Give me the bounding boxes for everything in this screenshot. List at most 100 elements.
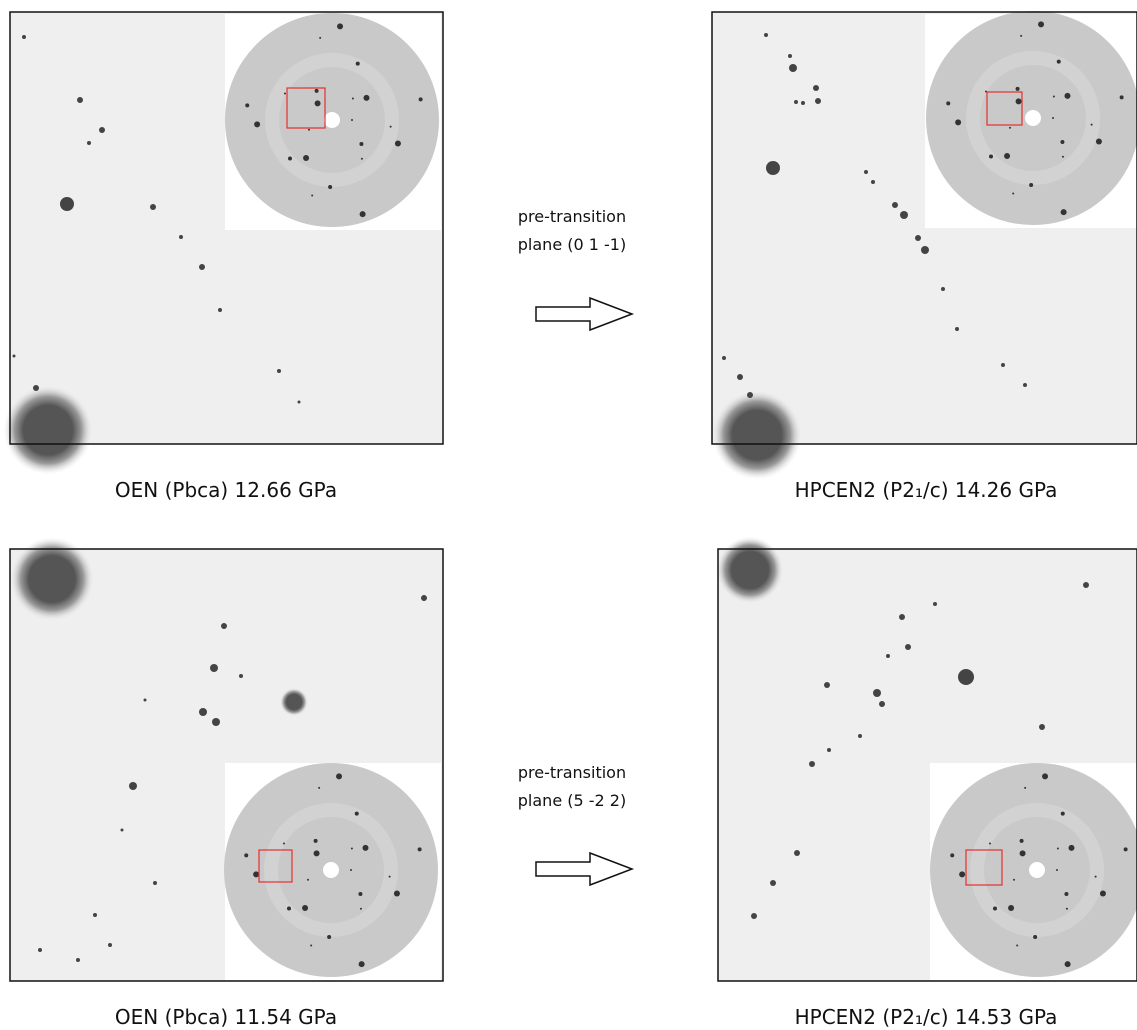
inset-spot [1016,98,1022,104]
inset-spot [253,871,259,877]
beam-stop [324,112,340,128]
diffraction-spot [827,748,831,752]
diffraction-spot [77,97,83,103]
inset-spot [1020,35,1022,37]
diffraction-spot [1001,363,1005,367]
inset-spot [389,876,391,878]
inset-spot [1056,869,1058,871]
diffraction-spot [809,761,815,767]
inset-spot [315,89,319,93]
diffraction-spot [76,958,80,962]
inset-spot [310,944,312,946]
inset-spot [1020,850,1026,856]
diffraction-spot [179,235,183,239]
diffraction-spot [892,202,898,208]
transition-label: plane (5 -2 2) [518,791,626,810]
inset-spot [959,871,965,877]
inset-spot [1091,124,1093,126]
inset-spot [418,847,422,851]
inset-spot [303,155,309,161]
diffraction-spot [751,913,757,919]
diffraction-spot [13,355,16,358]
inset-spot [1012,192,1014,194]
inset-spot [244,853,248,857]
diffraction-spot [873,689,881,697]
diffraction-spot [38,948,42,952]
diffraction-spot [3,385,93,475]
inset-spot [419,97,423,101]
inset-spot [359,961,365,967]
diffraction-spot [788,54,792,58]
inset-spot [308,129,310,131]
diffraction-spot [871,180,875,184]
inset-spot [283,842,285,844]
inset-spot [314,850,320,856]
diffraction-spot [199,708,207,716]
inset-spot [1029,183,1033,187]
diffraction-spot [150,204,156,210]
inset-spot [1061,812,1065,816]
inset-spot [1004,153,1010,159]
inset-spot [1008,905,1014,911]
inset-spot [1096,139,1102,145]
inset-spot [989,842,991,844]
diffraction-spot [199,264,205,270]
diffraction-spot [941,287,945,291]
inset-spot [288,157,292,161]
diffraction-spot [239,674,243,678]
transition-label: pre-transition [518,207,626,226]
inset-spot [336,773,342,779]
inset-spot [360,211,366,217]
arrow [536,853,632,885]
diffraction-spot [770,880,776,886]
diffraction-spot [747,392,753,398]
inset-spot [1024,787,1026,789]
inset-spot [395,141,401,147]
diffraction-spot [858,734,862,738]
inset-spot [311,194,313,196]
diffraction-spot [280,688,308,716]
inset-spot [1100,891,1106,897]
diffraction-spot [794,850,800,856]
diffraction-spot [722,356,726,360]
inset-spot [307,879,309,881]
diffraction-spot [1023,383,1027,387]
diffraction-spot [421,595,427,601]
caption: HPCEN2 (P2₁/c) 14.26 GPa [795,478,1058,502]
diffraction-spot [813,85,819,91]
inset-spot [314,839,318,843]
diffraction-spot [712,390,802,480]
inset-spot [350,869,352,871]
inset-spot [1068,845,1074,851]
inset-spot [1120,95,1124,99]
diffraction-spot [93,913,97,917]
diffraction-spot [933,602,937,606]
inset-spot [1057,60,1061,64]
inset-spot [1033,935,1037,939]
inset-spot [355,812,359,816]
figure: OEN (Pbca) 12.66 GPa HPCEN2 (P2₁/c) 14.2… [0,0,1137,1030]
diffraction-spot [22,35,26,39]
inset-spot [362,845,368,851]
diffraction-spot [129,782,137,790]
diffraction-spot [144,699,147,702]
diffraction-spot [886,654,890,658]
diffraction-spot [921,246,929,254]
inset-spot [351,847,353,849]
inset-spot [1065,961,1071,967]
inset-spot [284,92,286,94]
diffraction-spot [915,235,921,241]
inset-spot [328,185,332,189]
transition-label: pre-transition [518,763,626,782]
beam-stop [1029,862,1045,878]
diffraction-spot [99,127,105,133]
diffraction-spot [766,161,780,175]
inset-spot [318,787,320,789]
inset-spot [1061,209,1067,215]
inset-spot [950,853,954,857]
inset-spot [1013,879,1015,881]
diffraction-spot [33,385,39,391]
inset-spot [1042,773,1048,779]
arrow [536,298,632,330]
inset-spot [1052,117,1054,119]
